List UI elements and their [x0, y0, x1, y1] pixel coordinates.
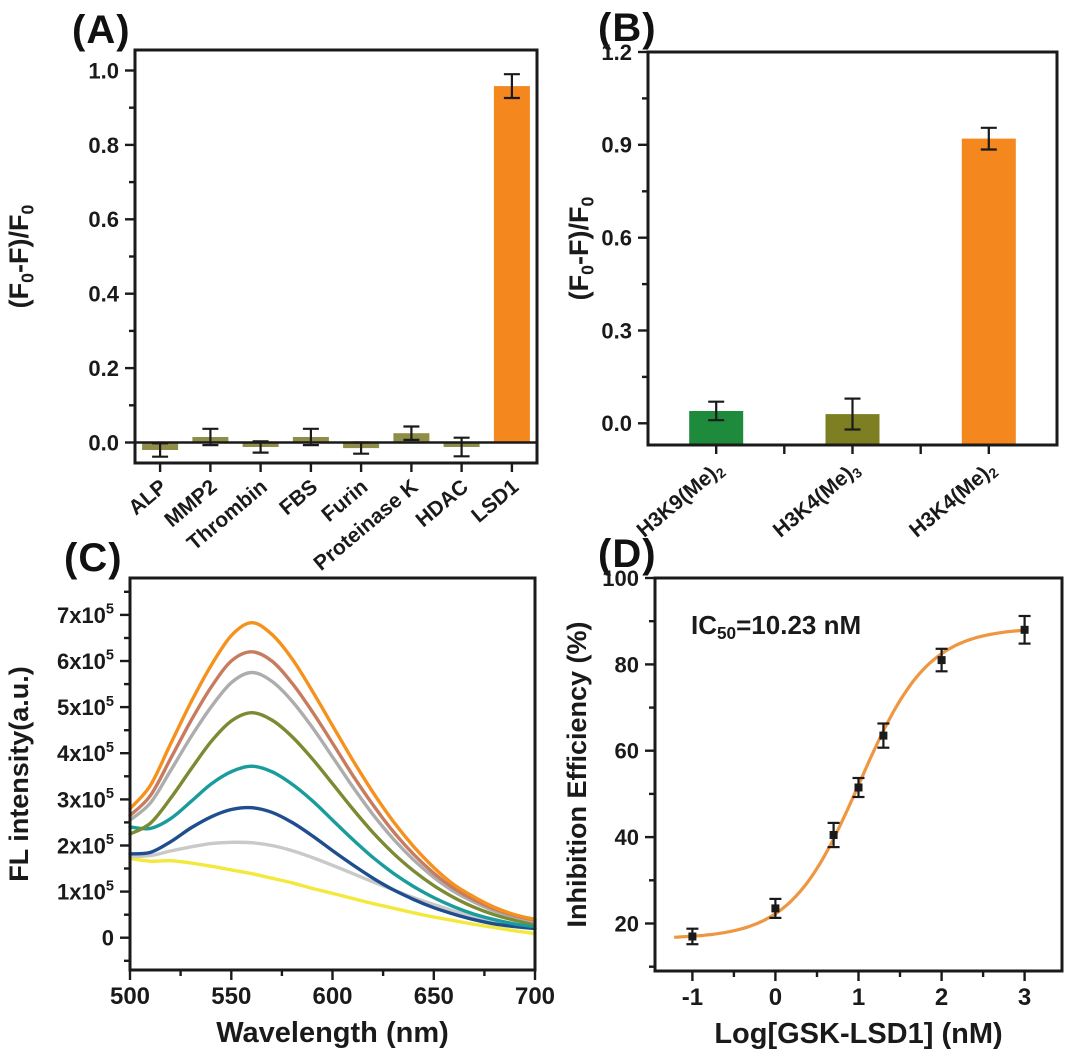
x-category-label: FBS: [275, 475, 322, 520]
marker-6: [1020, 625, 1029, 634]
x-tick-label: 600: [312, 983, 352, 1010]
y-tick-label: 0.2: [88, 356, 119, 381]
y-tick-label: 0.9: [601, 133, 632, 158]
y-tick-label: 0.8: [88, 133, 119, 158]
plot-area-a: [142, 86, 530, 450]
plot-frame: [133, 48, 539, 465]
y-tick-label: 0: [102, 926, 114, 951]
x-tick-label: 1: [852, 984, 865, 1011]
y-tick-label: 80: [615, 652, 639, 677]
marker-3: [854, 783, 863, 792]
panel-tag-d: (D): [598, 532, 657, 576]
plot-area-d: [674, 628, 1024, 939]
y-tick-label: 0.6: [88, 207, 119, 232]
curve-8-yellow: [128, 856, 537, 936]
y-tick-label: 2x105: [57, 832, 114, 858]
axes: [638, 50, 990, 454]
x-tick-label: 550: [211, 983, 251, 1010]
y-tick-label: 100: [602, 566, 639, 591]
curve-3-gray: [128, 670, 537, 924]
x-tick-label: 2: [935, 984, 948, 1011]
panel-tag-b: (B): [598, 6, 657, 50]
y-axis-label: (F0-F)/F0: [564, 197, 597, 301]
x-category-label: HDAC: [412, 475, 473, 532]
curve-2-salmon: [128, 650, 537, 922]
data-points: [688, 625, 1029, 941]
plot-frame: [653, 576, 1064, 973]
x-category-label: LSD1: [467, 475, 523, 527]
panel-tag-c: (C): [64, 536, 123, 580]
marker-5: [937, 656, 946, 665]
y-tick-label: 40: [615, 825, 639, 850]
panel-d-chart: 20 40 60 80 100 -1 0 1 2 3 IC50=10.23 nM Inhibition…: [562, 566, 1064, 1050]
bars: [142, 86, 530, 450]
x-tick-label: -1: [682, 984, 703, 1011]
y-tick-label: 0.0: [601, 411, 632, 436]
y-tick-label: 1x105: [57, 878, 114, 904]
y-tick-label: 20: [615, 911, 639, 936]
y-tick-label: 0.3: [601, 318, 632, 343]
y-tick-label: 0.6: [601, 226, 632, 251]
axes: [120, 590, 537, 980]
marker-1: [771, 904, 780, 913]
error-bars: [686, 614, 1031, 946]
y-tick-label: 7x105: [57, 602, 114, 628]
y-tick-label: 1.2: [601, 40, 632, 65]
y-tick-label: 4x105: [57, 740, 114, 766]
panel-tag-a: (A): [72, 8, 131, 52]
fit-curve: [674, 628, 1024, 939]
x-tick-label: 3: [1018, 984, 1031, 1011]
axes: [125, 69, 514, 472]
y-tick-label: 3x105: [57, 786, 114, 812]
y-tick-label: 0.4: [88, 282, 119, 307]
x-tick-label: 0: [769, 984, 782, 1011]
curve-5-teal: [128, 764, 537, 929]
curve-7-lightgray: [128, 840, 537, 931]
marker-4: [879, 731, 888, 740]
y-tick-label: 1.0: [88, 58, 119, 83]
x-axis-label: Log[GSK-LSD1] (nM): [714, 1018, 1002, 1050]
y-tick-label: 5x105: [57, 694, 114, 720]
error-bars: [708, 126, 997, 431]
x-tick-label: 500: [110, 983, 150, 1010]
y-axis-label: Inhibition Efficiency (%): [562, 621, 592, 927]
y-tick-label: 6x105: [57, 648, 114, 674]
x-tick-label: 650: [414, 983, 454, 1010]
curve-6-navy: [128, 805, 537, 931]
plot-area-c: [128, 621, 537, 936]
x-axis-label: Wavelength (nm): [216, 1017, 449, 1049]
curve-1-orange: [128, 621, 537, 921]
plot-frame: [646, 50, 1059, 447]
y-tick-label: 60: [615, 739, 639, 764]
bar-2: [961, 138, 1016, 445]
bar-7: [493, 86, 530, 443]
marker-2: [829, 831, 838, 839]
y-axis-label: FL intensity(a.u.): [4, 666, 34, 882]
curve-4-olive: [128, 711, 537, 926]
marker-0: [688, 932, 697, 941]
panel-c-chart: 0 1x105 2x105 3x105 4x105 5x105 6x105 7x105 500 5…: [4, 576, 555, 1049]
y-axis-label: (F0-F)/F0: [4, 205, 37, 309]
x-tick-label: 700: [515, 983, 555, 1010]
annotation-ic50: IC50=10.23 nM: [691, 610, 861, 643]
error-bars: [152, 73, 520, 458]
plot-frame: [128, 576, 537, 972]
y-tick-label: 0.0: [88, 430, 119, 455]
